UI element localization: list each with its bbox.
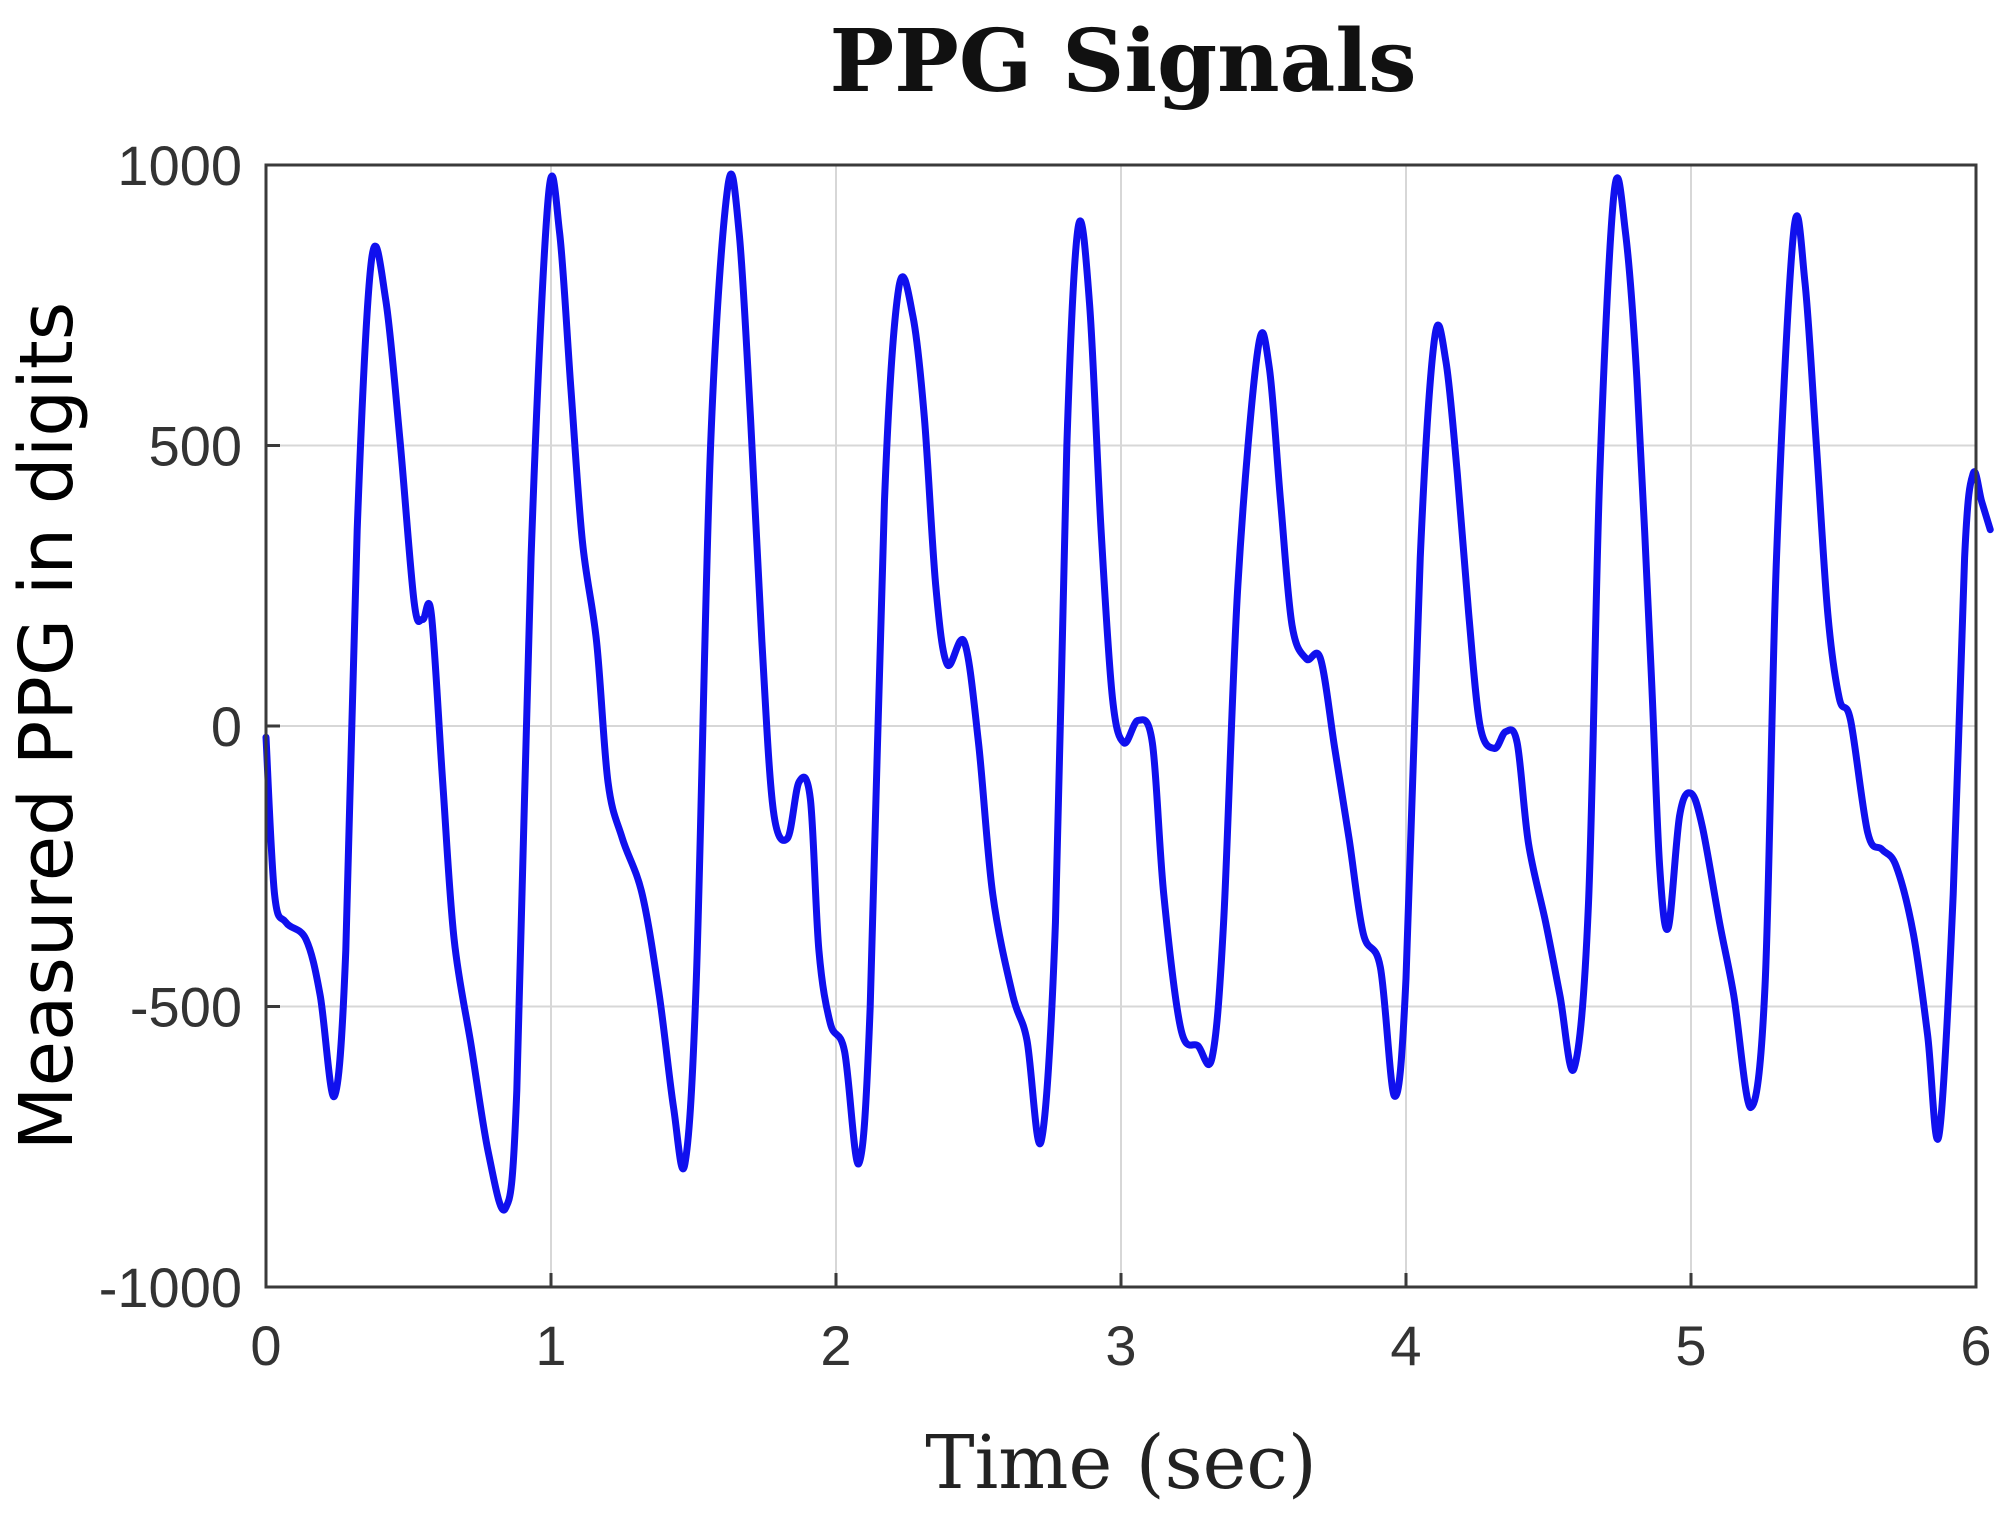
x-tick-label: 5 — [1675, 1314, 1706, 1377]
x-tick-label: 2 — [820, 1314, 851, 1377]
x-tick-label: 4 — [1390, 1314, 1421, 1377]
ppg-series-line — [262, 170, 1994, 1214]
y-axis-label: Measured PPG in digits — [4, 302, 90, 1151]
x-tick-label: 1 — [535, 1314, 566, 1377]
x-tick-label: 6 — [1960, 1314, 1991, 1377]
series-layer — [262, 170, 1994, 1214]
y-tick-label: 500 — [149, 415, 242, 478]
y-tick-label: 1000 — [117, 134, 242, 197]
tick-layer: 0 1 2 3 4 5 6 1000 500 0 -500 -1000 — [99, 134, 1992, 1377]
x-tick-label: 3 — [1105, 1314, 1136, 1377]
chart-title: PPG Signals — [830, 11, 1417, 112]
grid-lines — [266, 165, 1976, 1287]
x-axis-label: Time (sec) — [925, 1420, 1316, 1506]
y-tick-label: -500 — [130, 976, 242, 1039]
x-tick-label: 0 — [250, 1314, 281, 1377]
y-tick-label: -1000 — [99, 1256, 242, 1319]
y-tick-label: 0 — [211, 695, 242, 758]
